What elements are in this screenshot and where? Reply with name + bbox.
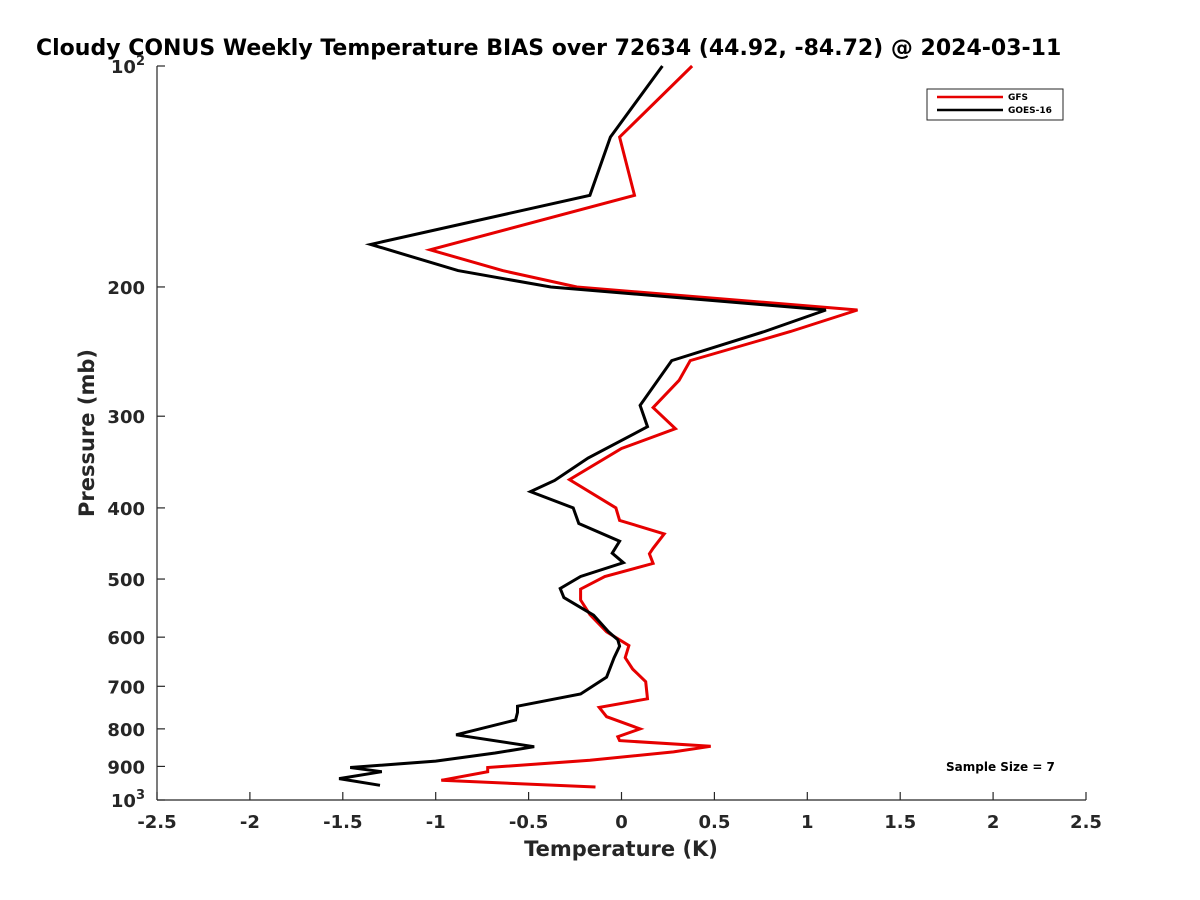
x-ticks: -2.5 -2 -1.5 -1 -0.5 0 0.5 1 1.5 2 2.5 — [137, 792, 1102, 833]
y-tick-label: 600 — [107, 628, 145, 649]
legend: GFS GOES-16 — [926, 88, 1064, 121]
legend-label-goes16: GOES-16 — [1008, 106, 1052, 116]
y-tick-label: 400 — [107, 499, 145, 520]
y-ticks: 102 200 300 400 500 600 700 800 900 103 — [107, 54, 165, 812]
x-tick-label: -1.5 — [323, 812, 362, 833]
x-tick-label: -1 — [426, 812, 446, 833]
sample-size-annotation: Sample Size = 7 — [946, 760, 1055, 774]
x-tick-label: 0.5 — [698, 812, 730, 833]
y-tick-label: 102 — [111, 54, 145, 78]
chart-title: Cloudy CONUS Weekly Temperature BIAS ove… — [36, 36, 1061, 61]
x-tick-label: -2 — [240, 812, 260, 833]
x-tick-label: 2 — [987, 812, 1000, 833]
series-line-goes16 — [338, 65, 827, 787]
legend-label-gfs: GFS — [1008, 93, 1028, 103]
x-tick-label: -0.5 — [509, 812, 548, 833]
x-tick-label: -2.5 — [137, 812, 176, 833]
series-line-gfs — [424, 64, 858, 789]
x-axis-label: Temperature (K) — [524, 837, 718, 861]
x-tick-label: 2.5 — [1070, 812, 1102, 833]
x-tick-label: 1.5 — [884, 812, 916, 833]
legend-box — [926, 88, 1064, 121]
y-tick-label: 103 — [111, 788, 145, 812]
y-tick-label: 700 — [107, 677, 145, 698]
plot-area — [156, 66, 1086, 801]
y-axis-label: Pressure (mb) — [75, 349, 99, 517]
x-tick-label: 1 — [801, 812, 814, 833]
y-tick-label: 500 — [107, 570, 145, 591]
y-tick-label: 200 — [107, 278, 145, 299]
y-tick-label: 300 — [107, 407, 145, 428]
series-layer — [338, 64, 858, 789]
y-tick-label: 800 — [107, 720, 145, 741]
y-tick-label: 900 — [107, 757, 145, 778]
x-tick-label: 0 — [615, 812, 628, 833]
